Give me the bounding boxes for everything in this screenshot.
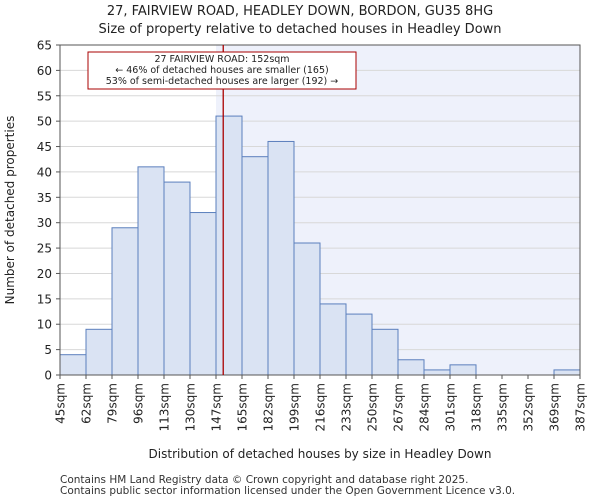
bar-216sqm [319, 303, 347, 376]
y-tick-label: 45 [37, 140, 52, 154]
y-tick-label: 30 [37, 216, 52, 230]
annotation-frame [87, 51, 357, 90]
chart-title: 27, FAIRVIEW ROAD, HEADLEY DOWN, BORDON,… [106, 4, 494, 19]
y-tick-label: 40 [37, 165, 52, 179]
bar-250sqm [371, 328, 399, 376]
x-tick-label: 284sqm [418, 383, 432, 431]
footer-line-2: Contains public sector information licen… [60, 485, 516, 497]
y-tick-label: 65 [37, 39, 52, 53]
y-tick-label: 50 [37, 115, 52, 129]
bar-113sqm [163, 181, 191, 376]
chart-subtitle: Size of property relative to detached ho… [98, 22, 502, 37]
annotation-line-1: 27 FAIRVIEW ROAD: 152sqm [154, 54, 289, 65]
bar-165sqm [241, 156, 269, 376]
x-tick-label: 318sqm [470, 383, 484, 431]
x-ticks: 45sqm 62sqm 79sqm 96sqm 113sqm 130sqm 147sqm 16… [54, 375, 588, 431]
x-tick-label: 369sqm [548, 383, 562, 431]
y-tick-label: 15 [37, 292, 52, 306]
bar-233sqm [345, 313, 373, 376]
bar-45sqm [59, 354, 87, 376]
x-tick-label: 62sqm [80, 383, 94, 424]
annotation-line-3: 53% of semi-detached houses are larger (… [106, 76, 339, 87]
y-tick-label: 0 [44, 369, 52, 383]
bar-284sqm [423, 369, 451, 376]
annotation-line-2: ← 46% of detached houses are smaller (16… [115, 65, 328, 76]
y-tick-label: 10 [37, 318, 52, 332]
x-tick-label: 45sqm [54, 383, 68, 424]
x-tick-label: 301sqm [444, 383, 458, 431]
y-tick-label: 35 [37, 191, 52, 205]
x-axis-label: Distribution of detached houses by size … [149, 447, 492, 461]
x-tick-label: 233sqm [340, 383, 354, 431]
bar-267sqm [397, 359, 425, 376]
y-tick-label: 5 [44, 343, 52, 357]
y-tick-label: 60 [37, 64, 52, 78]
x-tick-label: 387sqm [574, 383, 588, 431]
x-tick-label: 165sqm [236, 383, 250, 431]
bar-147sqm [215, 115, 243, 376]
bar-369sqm [553, 369, 581, 376]
bar-62sqm [85, 328, 113, 376]
histogram-chart: 0 5 10 15 20 25 30 35 40 45 50 55 60 65 45sqm 62sqm 79s… [3, 39, 588, 462]
y-tick-label: 55 [37, 89, 52, 103]
bar-130sqm [189, 212, 217, 376]
bar-182sqm [267, 140, 295, 376]
x-tick-label: 96sqm [132, 383, 146, 424]
bars [59, 115, 581, 376]
y-tick-label: 20 [37, 267, 52, 281]
x-tick-label: 147sqm [210, 383, 224, 431]
x-tick-label: 79sqm [106, 383, 120, 424]
x-tick-label: 335sqm [496, 383, 510, 431]
annotation-box: 27 FAIRVIEW ROAD: 152sqm ← 46% of detach… [87, 51, 357, 90]
bar-199sqm [293, 242, 321, 376]
x-tick-label: 199sqm [288, 383, 302, 431]
bar-301sqm [449, 364, 477, 376]
bar-96sqm [137, 166, 165, 376]
x-tick-label: 216sqm [314, 383, 328, 431]
y-tick-label: 25 [37, 242, 52, 256]
y-ticks: 0 5 10 15 20 25 30 35 40 45 50 55 60 65 [37, 39, 60, 383]
x-tick-label: 352sqm [522, 383, 536, 431]
footer-line-1: Contains HM Land Registry data © Crown c… [60, 474, 469, 486]
y-axis-label: Number of detached properties [3, 116, 17, 305]
bar-79sqm [111, 227, 139, 376]
x-tick-label: 130sqm [184, 383, 198, 431]
x-tick-label: 267sqm [392, 383, 406, 431]
x-tick-label: 182sqm [262, 383, 276, 431]
x-tick-label: 250sqm [366, 383, 380, 431]
x-tick-label: 113sqm [158, 383, 172, 431]
